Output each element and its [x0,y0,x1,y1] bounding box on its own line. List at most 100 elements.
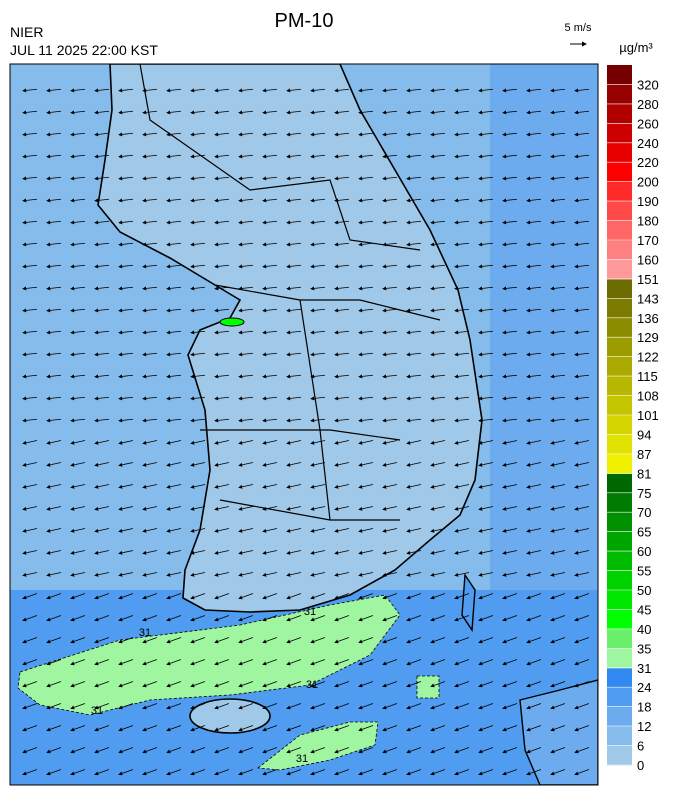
wind-arrow [238,572,254,577]
wind-arrow [454,593,470,600]
colorbar-segment [607,726,632,747]
wind-arrow [310,110,326,115]
wind-arrow [454,506,470,511]
wind-arrow [166,593,182,600]
wind-arrow [238,110,254,115]
wind-arrow [574,550,590,555]
wind-arrow [430,154,446,159]
wind-arrow [238,154,254,159]
wind-arrow [574,615,590,622]
wind-arrow [334,242,350,247]
wind-arrow [454,374,470,379]
wind-arrow [550,242,566,247]
wind-arrow [22,154,38,159]
wind-arrow [406,396,422,401]
wind-arrow [70,220,86,225]
wind-arrow [358,132,374,137]
wind-arrow [478,769,494,776]
wind-arrow [142,286,158,291]
wind-arrow [238,242,254,247]
wind-arrow [238,703,254,710]
wind-arrow [70,462,86,467]
wind-arrow [382,506,398,511]
wind-arrow [262,88,278,93]
wind-arrow [94,462,110,467]
wind-arrow [214,308,230,313]
wind-arrow [142,264,158,269]
wind-arrow [478,132,494,137]
colorbar-label: 60 [637,544,651,559]
wind-arrow [142,769,158,776]
wind-arrow [574,396,590,401]
wind-arrow [454,264,470,269]
wind-arrow [454,308,470,313]
wind-arrow [166,374,182,379]
wind-arrow [142,747,158,754]
wind-arrow [22,593,38,600]
wind-arrow [478,572,494,577]
wind-arrow [46,637,62,644]
wind-arrow [358,769,374,776]
wind-arrow [166,418,182,423]
colorbar-label: 260 [637,116,659,131]
wind-arrow [550,330,566,335]
wind-arrow [454,725,470,732]
wind-arrow [166,440,182,445]
colorbar-label: 151 [637,272,659,287]
wind-arrow [382,242,398,247]
wind-arrow [190,484,206,489]
wind-arrow [478,615,494,622]
wind-arrow [550,352,566,357]
colorbar-segment [607,84,632,105]
wind-arrow [310,593,326,600]
wind-arrow [166,88,182,93]
wind-arrow [22,396,38,401]
wind-arrow [94,286,110,291]
contour-labels: 31 31 31 31 31 [91,606,318,765]
wind-arrow [526,352,542,357]
wind-arrow [550,110,566,115]
wind-arrow [334,374,350,379]
wind-arrow [382,352,398,357]
colorbar-segment [607,415,632,435]
wind-arrow [214,418,230,423]
wind-arrow [286,242,302,247]
colorbar-segment [607,395,632,416]
wind-arrow [574,462,590,467]
wind-arrow [94,681,110,688]
wind-arrow [46,681,62,688]
colorbar-segment [607,220,632,241]
wind-arrow [142,593,158,600]
wind-arrow [574,374,590,379]
wind-arrow [574,198,590,203]
wind-arrow [502,374,518,379]
wind-arrow [574,88,590,93]
wind-arrow [358,659,374,666]
wind-arrow [262,681,278,688]
wind-arrow [118,484,134,489]
wind-arrow [574,769,590,776]
wind-arrow [118,352,134,357]
pm-patch [256,721,379,771]
wind-arrow [382,396,398,401]
wind-field [22,88,590,776]
wind-arrow [310,572,326,577]
wind-arrow [334,528,350,533]
wind-arrow [214,506,230,511]
colorbar-label: 24 [637,680,651,695]
wind-arrow [286,220,302,225]
colorbar-segment [607,240,632,260]
wind-arrow [550,154,566,159]
wind-arrow [526,418,542,423]
wind-arrow [382,747,398,754]
wind-arrow [190,659,206,666]
wind-arrow [70,330,86,335]
wind-arrow [574,352,590,357]
colorbar-segment [607,628,632,649]
wind-arrow [22,264,38,269]
wind-arrow [70,506,86,511]
colorbar-label: 129 [637,330,659,345]
wind-arrow [478,374,494,379]
wind-arrow [550,484,566,489]
wind-arrow [526,528,542,533]
